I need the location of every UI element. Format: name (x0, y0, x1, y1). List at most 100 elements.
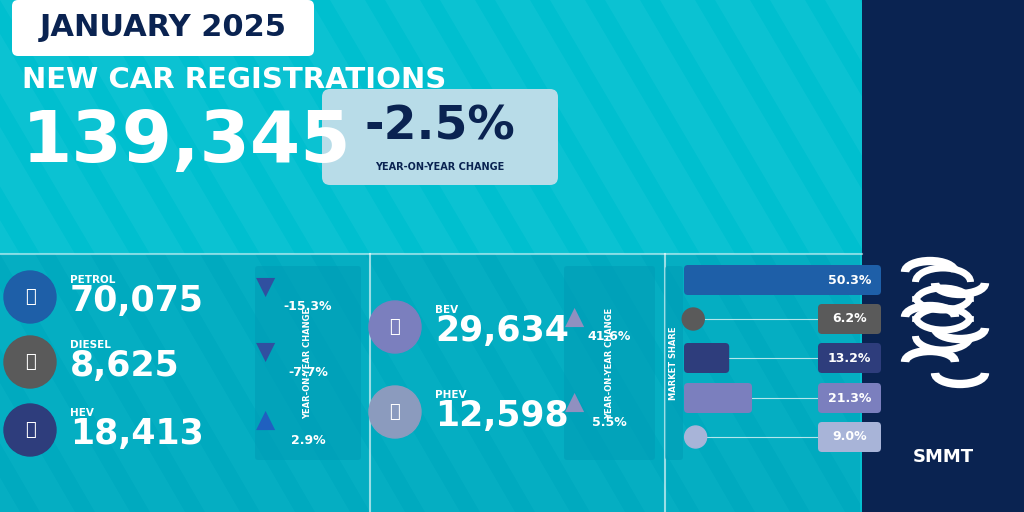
Text: BEV: BEV (435, 305, 458, 315)
Polygon shape (770, 254, 955, 512)
Polygon shape (330, 0, 515, 254)
Text: 18,413: 18,413 (70, 417, 204, 451)
FancyBboxPatch shape (684, 343, 729, 373)
Text: SMMT: SMMT (912, 448, 974, 466)
Polygon shape (110, 0, 295, 254)
FancyBboxPatch shape (818, 265, 881, 295)
Text: ⛽: ⛽ (25, 288, 36, 306)
FancyBboxPatch shape (818, 422, 881, 452)
FancyBboxPatch shape (322, 89, 558, 185)
Polygon shape (55, 254, 240, 512)
Polygon shape (715, 0, 900, 254)
Text: PHEV: PHEV (435, 390, 467, 400)
FancyBboxPatch shape (684, 265, 834, 295)
Text: 139,345: 139,345 (22, 108, 351, 177)
Text: ▲: ▲ (256, 408, 275, 432)
Polygon shape (550, 0, 735, 254)
Polygon shape (0, 0, 185, 254)
Text: -15.3%: -15.3% (284, 301, 332, 313)
Polygon shape (0, 0, 20, 254)
Text: ▼: ▼ (256, 275, 275, 299)
Polygon shape (0, 254, 75, 512)
Text: JANUARY 2025: JANUARY 2025 (40, 13, 287, 42)
Polygon shape (440, 0, 625, 254)
Polygon shape (0, 254, 185, 512)
Text: ▲: ▲ (565, 390, 585, 414)
Polygon shape (935, 254, 1024, 512)
Polygon shape (385, 0, 570, 254)
Text: ⛽: ⛽ (389, 403, 400, 421)
Text: 13.2%: 13.2% (827, 352, 871, 365)
Circle shape (4, 271, 56, 323)
Text: 8,625: 8,625 (70, 349, 179, 383)
Polygon shape (880, 0, 1024, 254)
Polygon shape (275, 254, 460, 512)
Polygon shape (275, 0, 460, 254)
Text: ▲: ▲ (565, 305, 585, 329)
Polygon shape (0, 254, 130, 512)
Polygon shape (990, 0, 1024, 254)
Bar (0, 254, 860, 512)
Polygon shape (165, 254, 350, 512)
Bar (0, 0, 1024, 254)
Polygon shape (330, 254, 515, 512)
Polygon shape (550, 254, 735, 512)
Polygon shape (825, 254, 1010, 512)
FancyBboxPatch shape (255, 266, 361, 460)
FancyBboxPatch shape (818, 304, 881, 334)
Circle shape (369, 301, 421, 353)
Polygon shape (385, 254, 570, 512)
Text: 9.0%: 9.0% (833, 431, 866, 443)
Circle shape (685, 426, 707, 448)
Text: ⛽: ⛽ (25, 353, 36, 371)
Text: YEAR-ON-YEAR CHANGE: YEAR-ON-YEAR CHANGE (303, 307, 312, 419)
Text: PETROL: PETROL (70, 275, 116, 285)
Polygon shape (660, 254, 845, 512)
Text: MARKET SHARE: MARKET SHARE (670, 326, 679, 400)
Text: NEW CAR REGISTRATIONS: NEW CAR REGISTRATIONS (22, 66, 446, 94)
Circle shape (10, 277, 50, 317)
Text: DIESEL: DIESEL (70, 340, 111, 350)
Text: HEV: HEV (70, 408, 94, 418)
FancyBboxPatch shape (818, 343, 881, 373)
Text: YEAR-ON-YEAR CHANGE: YEAR-ON-YEAR CHANGE (605, 307, 614, 419)
FancyBboxPatch shape (564, 266, 655, 460)
Circle shape (4, 404, 56, 456)
Text: 2.9%: 2.9% (291, 434, 326, 446)
Polygon shape (825, 0, 1010, 254)
Circle shape (4, 336, 56, 388)
Polygon shape (770, 0, 955, 254)
Polygon shape (990, 254, 1024, 512)
FancyBboxPatch shape (684, 383, 752, 413)
Polygon shape (605, 254, 790, 512)
Polygon shape (0, 0, 75, 254)
Circle shape (10, 342, 50, 382)
Text: ▼: ▼ (256, 340, 275, 364)
Bar (862, 0, 1024, 512)
Polygon shape (880, 254, 1024, 512)
Text: 70,075: 70,075 (70, 284, 204, 318)
Text: 41.6%: 41.6% (588, 331, 631, 344)
Polygon shape (220, 254, 406, 512)
Text: 6.2%: 6.2% (833, 312, 866, 326)
Polygon shape (0, 0, 130, 254)
FancyBboxPatch shape (818, 383, 881, 413)
Text: 29,634: 29,634 (435, 314, 569, 348)
Polygon shape (935, 0, 1024, 254)
Polygon shape (715, 254, 900, 512)
Text: -7.7%: -7.7% (288, 366, 328, 378)
Polygon shape (55, 0, 240, 254)
Circle shape (369, 386, 421, 438)
Text: ⛽: ⛽ (25, 421, 36, 439)
Polygon shape (660, 0, 845, 254)
Circle shape (10, 410, 50, 450)
Text: 21.3%: 21.3% (827, 392, 871, 404)
Text: -2.5%: -2.5% (365, 104, 515, 150)
Polygon shape (495, 0, 680, 254)
Polygon shape (0, 254, 20, 512)
FancyBboxPatch shape (665, 266, 683, 460)
FancyBboxPatch shape (12, 0, 314, 56)
Polygon shape (110, 254, 295, 512)
Text: ⛽: ⛽ (389, 318, 400, 336)
Circle shape (682, 308, 705, 330)
